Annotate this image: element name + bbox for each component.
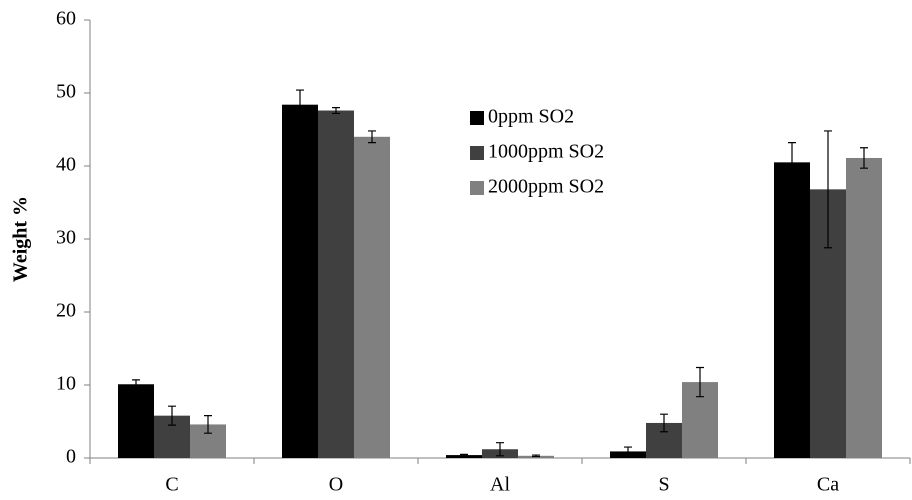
error-bar xyxy=(204,415,212,434)
error-bar xyxy=(296,89,304,120)
x-tick-label: O xyxy=(329,474,343,496)
y-tick-label: 60 xyxy=(56,8,76,30)
error-bar xyxy=(368,130,376,144)
error-bar xyxy=(532,454,540,458)
error-bar xyxy=(332,107,340,115)
x-tick-label: C xyxy=(165,474,178,496)
error-bar xyxy=(824,130,832,249)
y-tick-label: 20 xyxy=(56,300,76,322)
bar xyxy=(118,384,154,458)
error-bar xyxy=(496,442,504,457)
bar xyxy=(846,157,882,458)
legend-label: 0ppm SO2 xyxy=(488,106,574,128)
x-tick-label: Al xyxy=(490,474,510,496)
error-bar xyxy=(168,405,176,426)
bar xyxy=(446,455,482,458)
bar xyxy=(774,162,810,458)
error-bar xyxy=(460,453,468,457)
legend-label: 1000ppm SO2 xyxy=(488,141,604,163)
error-bar xyxy=(132,379,140,390)
bar xyxy=(354,136,390,459)
error-bar xyxy=(860,147,868,169)
bar xyxy=(318,110,354,459)
y-tick-label: 10 xyxy=(56,373,76,395)
y-tick-label: 30 xyxy=(56,227,76,249)
x-tick-label: Ca xyxy=(817,474,839,496)
y-tick-label: 0 xyxy=(66,446,76,468)
legend-swatch xyxy=(470,111,484,125)
y-tick-label: 40 xyxy=(56,154,76,176)
bar xyxy=(282,104,318,459)
y-tick-label: 50 xyxy=(56,81,76,103)
legend-swatch xyxy=(470,181,484,195)
x-tick-label: S xyxy=(658,474,669,496)
legend-swatch xyxy=(470,146,484,160)
y-axis-label: Weight % xyxy=(10,196,32,282)
error-bar xyxy=(788,142,796,183)
error-bar xyxy=(660,413,668,433)
error-bar xyxy=(696,366,704,398)
legend-label: 2000ppm SO2 xyxy=(488,176,604,198)
error-bar xyxy=(624,446,632,457)
